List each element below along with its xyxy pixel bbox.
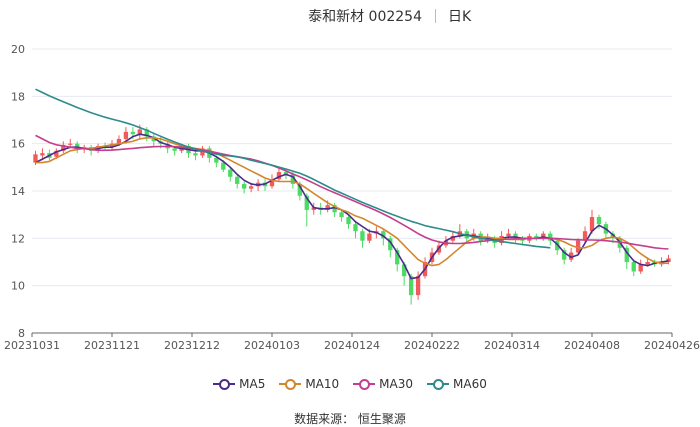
candle-body: [304, 195, 309, 210]
candle-body: [116, 138, 122, 144]
title-separator: [435, 9, 436, 23]
candle-body: [290, 174, 296, 184]
candle-body: [582, 231, 588, 241]
data-source: 数据来源： 恒生聚源: [294, 412, 406, 426]
candle-body: [297, 183, 302, 196]
candle-body: [381, 231, 386, 239]
candle-body: [360, 231, 365, 241]
candle-body: [172, 148, 177, 151]
candle-body: [123, 131, 129, 139]
y-tick-label: 12: [11, 232, 25, 245]
candle-body: [562, 250, 567, 260]
candle-body: [568, 252, 574, 260]
candle-body: [541, 233, 546, 239]
legend-label-ma30: MA30: [379, 377, 414, 391]
series-line-ma10: [35, 137, 669, 267]
legend-label-ma60: MA60: [453, 377, 487, 391]
legend-item-ma30[interactable]: MA30: [353, 377, 413, 391]
candle-body: [339, 212, 344, 218]
x-tick-label: 20231121: [84, 339, 140, 352]
candle-body: [346, 217, 351, 225]
candle-body: [548, 233, 553, 241]
candle-body: [151, 136, 156, 142]
candle-body: [638, 264, 643, 272]
candle-body: [332, 205, 337, 213]
candle-body: [311, 207, 316, 210]
candle-body: [144, 129, 149, 137]
x-tick-label: 20240426: [644, 339, 700, 352]
candle-body: [631, 262, 636, 272]
chart-legend: MA5 MA10 MA30 MA60: [0, 374, 700, 394]
legend-marker-ma10: [279, 378, 302, 390]
candle-body: [68, 143, 73, 145]
y-tick-label: 16: [11, 138, 25, 151]
candle-body: [415, 276, 421, 296]
candle-body: [193, 153, 198, 156]
candle-body: [645, 262, 650, 265]
candle-body: [228, 169, 233, 177]
candle-body: [61, 144, 66, 151]
candle-body: [408, 276, 414, 296]
candlestick-chart: 8 10 12 14 16 18 20 20231031 20231121 20231212 202…: [4, 43, 700, 352]
y-tick-label: 20: [11, 43, 25, 56]
candle-body: [33, 154, 38, 163]
candle-body: [450, 235, 456, 241]
legend-item-ma60[interactable]: MA60: [427, 377, 487, 391]
candle-body: [235, 176, 240, 184]
candle-body: [534, 235, 539, 239]
period-label: 日K: [448, 9, 472, 25]
legend-marker-ma30: [353, 378, 376, 390]
candle-body: [367, 233, 372, 241]
chart-title: 泰和新材 002254: [308, 9, 422, 25]
candle-body: [54, 150, 59, 157]
candle-body: [513, 233, 518, 239]
candle-body: [283, 172, 289, 175]
candle-body: [137, 129, 142, 135]
x-tick-label: 20231212: [164, 339, 220, 352]
x-tick-label: 20240314: [484, 339, 540, 352]
chart-title-bar: 泰和新材 002254 日K: [0, 6, 700, 26]
candle-body: [610, 233, 616, 239]
y-tick-label: 14: [11, 185, 25, 198]
x-tick-label: 20240408: [564, 339, 620, 352]
candle-body: [575, 240, 581, 253]
series-line-ma5: [35, 133, 669, 280]
candle-body: [589, 217, 595, 232]
y-tick-label: 18: [11, 90, 25, 103]
legend-label-ma10: MA10: [305, 377, 340, 391]
candle-body: [40, 153, 45, 156]
candle-body: [388, 238, 393, 251]
candle-body: [130, 131, 136, 135]
candle-body: [242, 183, 247, 189]
x-tick-label: 20231031: [4, 339, 60, 352]
candle-body: [353, 224, 358, 232]
candle-body: [214, 157, 219, 163]
candle-body: [221, 162, 226, 170]
legend-item-ma5[interactable]: MA5: [213, 377, 265, 391]
candle-body: [269, 179, 275, 187]
candle-body: [276, 172, 282, 180]
legend-item-ma10[interactable]: MA10: [279, 377, 339, 391]
candle-body: [666, 258, 671, 262]
y-tick-label: 8: [18, 327, 25, 340]
legend-label-ma5: MA5: [239, 377, 266, 391]
legend-marker-ma60: [427, 378, 450, 390]
x-tick-label: 20240222: [404, 339, 460, 352]
candle-body: [506, 233, 511, 236]
candle-body: [596, 217, 602, 225]
legend-marker-ma5: [213, 378, 236, 390]
candle-body: [624, 247, 629, 262]
x-tick-label: 20240124: [324, 339, 380, 352]
series-line-ma60: [35, 88, 551, 249]
y-tick-label: 10: [11, 280, 25, 293]
candle-body: [402, 264, 407, 277]
candle-body: [248, 186, 254, 189]
candle-body: [395, 250, 400, 265]
x-tick-label: 20240103: [244, 339, 300, 352]
candle-body: [200, 148, 205, 156]
series-line-ma30: [35, 134, 669, 250]
candle-body: [325, 205, 330, 210]
